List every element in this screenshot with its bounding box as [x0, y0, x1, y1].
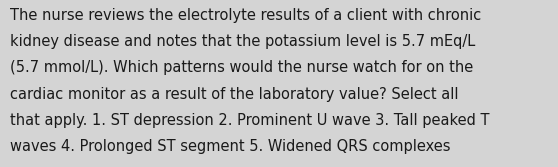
- Text: (5.7 mmol/L). Which patterns would the nurse watch for on the: (5.7 mmol/L). Which patterns would the n…: [10, 60, 473, 75]
- Text: that apply. 1. ST depression 2. Prominent U wave 3. Tall peaked T: that apply. 1. ST depression 2. Prominen…: [10, 113, 489, 128]
- Text: The nurse reviews the electrolyte results of a client with chronic: The nurse reviews the electrolyte result…: [10, 8, 482, 23]
- Text: kidney disease and notes that the potassium level is 5.7 mEq/L: kidney disease and notes that the potass…: [10, 34, 475, 49]
- Text: cardiac monitor as a result of the laboratory value? Select all: cardiac monitor as a result of the labor…: [10, 87, 459, 102]
- Text: waves 4. Prolonged ST segment 5. Widened QRS complexes: waves 4. Prolonged ST segment 5. Widened…: [10, 139, 450, 154]
